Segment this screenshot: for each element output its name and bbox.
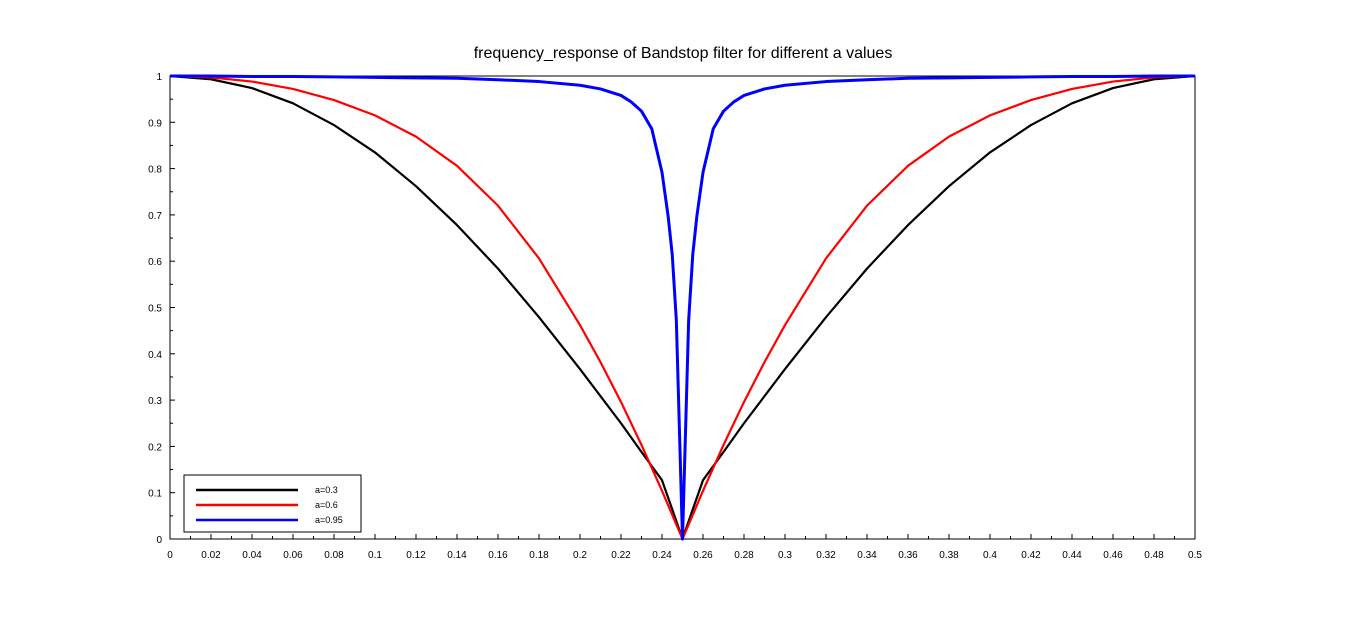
x-tick-label: 0.04 bbox=[242, 550, 262, 561]
x-tick-label: 0.32 bbox=[816, 550, 836, 561]
y-tick-label: 0.7 bbox=[148, 211, 162, 222]
x-axis: 0 0.02 0.04 0.06 0.08 0.1 0.12 0.14 0.16 0.18 0.2 0… bbox=[167, 534, 1202, 561]
x-tick-label: 0.26 bbox=[693, 550, 713, 561]
y-tick-label: 0.9 bbox=[148, 118, 162, 129]
y-tick-label: 0 bbox=[156, 535, 162, 546]
x-tick-label: 0.1 bbox=[368, 550, 382, 561]
y-tick-label: 0.5 bbox=[148, 304, 162, 315]
x-tick-label: 0 bbox=[167, 550, 173, 561]
x-tick-label: 0.02 bbox=[201, 550, 221, 561]
y-tick-label: 0.2 bbox=[148, 442, 162, 453]
y-axis: 0 0.1 0.2 0.3 0.4 0.5 0.6 0.7 0.8 0.9 1 bbox=[148, 72, 175, 546]
x-tick-label: 0.42 bbox=[1021, 550, 1041, 561]
x-tick-label: 0.24 bbox=[652, 550, 672, 561]
y-tick-label: 0.1 bbox=[148, 489, 162, 500]
series-line-1 bbox=[169, 74, 1196, 541]
x-tick-label: 0.3 bbox=[778, 550, 792, 561]
series-layer bbox=[169, 74, 1196, 541]
legend-box bbox=[183, 474, 362, 533]
x-tick-label: 0.14 bbox=[447, 550, 467, 561]
x-tick-label: 0.12 bbox=[406, 550, 426, 561]
y-tick-label: 0.8 bbox=[148, 165, 162, 176]
x-tick-label: 0.22 bbox=[611, 550, 631, 561]
axes-frame bbox=[169, 75, 1196, 540]
series-line-3 bbox=[170, 74, 1195, 541]
legend-label-2: a=0.6 bbox=[315, 500, 338, 510]
x-tick-label: 0.48 bbox=[1144, 550, 1164, 561]
x-tick-label: 0.34 bbox=[857, 550, 877, 561]
y-tick-label: 0.4 bbox=[148, 350, 162, 361]
x-tick-label: 0.08 bbox=[324, 550, 344, 561]
legend-label-3: a=0.95 bbox=[315, 515, 343, 525]
x-tick-label: 0.06 bbox=[283, 550, 303, 561]
legend-label-1: a=0.3 bbox=[315, 485, 338, 495]
x-tick-label: 0.28 bbox=[734, 550, 754, 561]
chart-title: frequency_response of Bandstop filter fo… bbox=[473, 45, 893, 62]
x-tick-label: 0.16 bbox=[488, 550, 508, 561]
series-line-2 bbox=[169, 74, 1196, 541]
x-tick-label: 0.5 bbox=[1188, 550, 1202, 561]
y-tick-label: 0.3 bbox=[148, 396, 162, 407]
x-tick-label: 0.36 bbox=[898, 550, 918, 561]
y-tick-label: 0.6 bbox=[148, 257, 162, 268]
x-tick-label: 0.46 bbox=[1103, 550, 1123, 561]
legend: a=0.3 a=0.6 a=0.95 bbox=[183, 474, 362, 533]
x-tick-label: 0.4 bbox=[983, 550, 997, 561]
x-tick-label: 0.44 bbox=[1062, 550, 1082, 561]
x-tick-label: 0.2 bbox=[573, 550, 587, 561]
x-tick-label: 0.38 bbox=[939, 550, 959, 561]
y-tick-label: 1 bbox=[156, 72, 162, 83]
x-tick-label: 0.18 bbox=[529, 550, 549, 561]
